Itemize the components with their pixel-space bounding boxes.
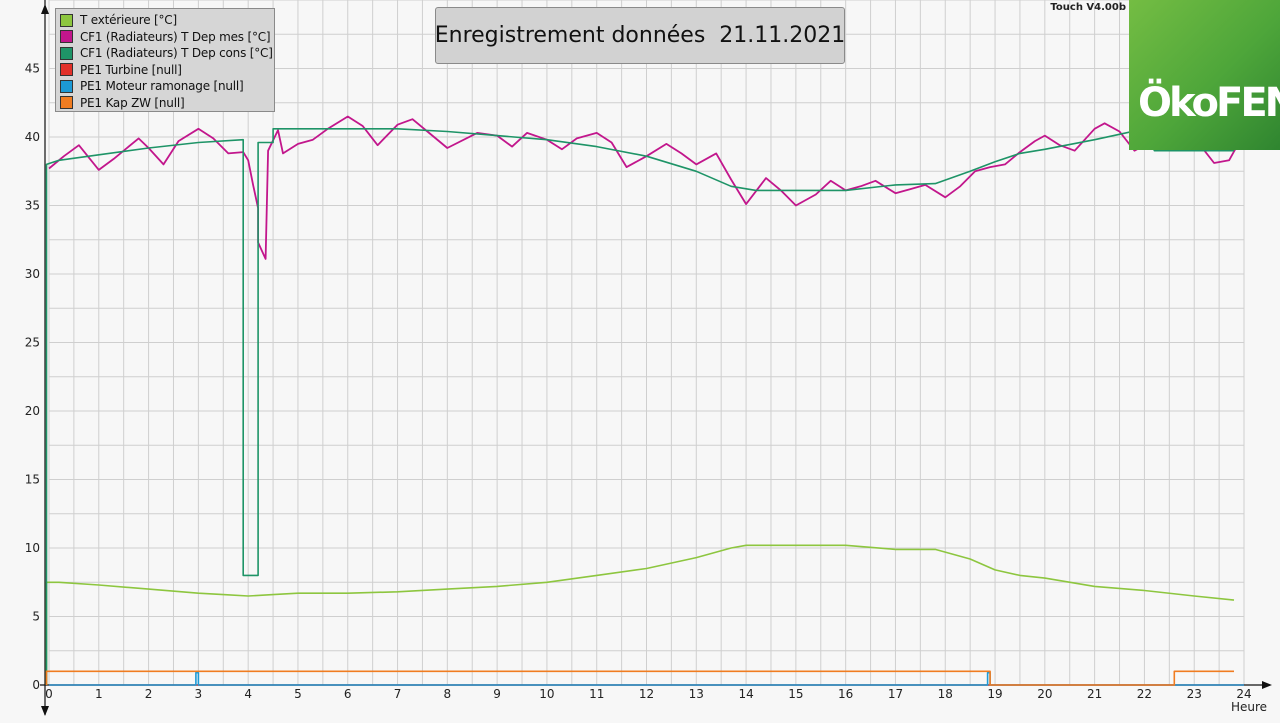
- series-line: [45, 544, 1235, 685]
- legend-item[interactable]: CF1 (Radiateurs) T Dep mes [°C]: [60, 29, 274, 46]
- y-tick-label: 5: [32, 610, 40, 624]
- x-tick-label: 1: [95, 687, 103, 701]
- x-tick-label: 3: [195, 687, 203, 701]
- x-tick-label: 20: [1037, 687, 1052, 701]
- version-label: Touch V4.00b: [1050, 2, 1126, 13]
- legend-swatch-icon: [60, 63, 73, 77]
- y-tick-label: 10: [25, 541, 40, 555]
- x-tick-label: 12: [639, 687, 654, 701]
- legend-item[interactable]: CF1 (Radiateurs) T Dep cons [°C]: [60, 45, 274, 62]
- x-axis-label: Heure: [1231, 700, 1267, 714]
- x-tick-label: 11: [589, 687, 604, 701]
- legend-label: CF1 (Radiateurs) T Dep mes [°C]: [80, 29, 271, 44]
- x-tick-label: 10: [539, 687, 554, 701]
- y-axis-arrow-down-icon: [41, 706, 49, 716]
- x-tick-label: 14: [738, 687, 753, 701]
- x-tick-label: 24: [1236, 687, 1251, 701]
- legend-label: PE1 Moteur ramonage [null]: [80, 79, 244, 94]
- x-tick-label: 21: [1087, 687, 1102, 701]
- y-tick-label: 25: [25, 336, 40, 350]
- x-tick-label: 6: [344, 687, 352, 701]
- y-tick-label: 45: [25, 62, 40, 76]
- legend-swatch-icon: [60, 46, 73, 60]
- y-axis-arrow-up-icon: [41, 4, 49, 14]
- legend-item[interactable]: T extérieure [°C]: [60, 12, 274, 29]
- logo-background: [1129, 0, 1280, 150]
- series-line: [45, 670, 1234, 686]
- x-tick-label: 9: [493, 687, 501, 701]
- x-tick-label: 13: [689, 687, 704, 701]
- x-tick-label: 0: [45, 687, 53, 701]
- series-line: [45, 128, 1234, 685]
- x-tick-label: 7: [394, 687, 402, 701]
- y-tick-label: 35: [25, 199, 40, 213]
- legend-item[interactable]: PE1 Moteur ramonage [null]: [60, 78, 274, 95]
- x-tick-label: 2: [145, 687, 153, 701]
- x-tick-label: 4: [244, 687, 252, 701]
- y-tick-label: 20: [25, 404, 40, 418]
- legend-item[interactable]: PE1 Turbine [null]: [60, 62, 274, 79]
- x-tick-label: 22: [1137, 687, 1152, 701]
- x-axis-arrow-right-icon: [1262, 681, 1272, 689]
- series-line: [48, 115, 1240, 260]
- okofen-logo: ÖkoFEN: [1129, 0, 1280, 150]
- legend-swatch-icon: [60, 79, 73, 93]
- legend-item[interactable]: PE1 Kap ZW [null]: [60, 95, 274, 112]
- x-tick-label: 19: [987, 687, 1002, 701]
- legend: T extérieure [°C] CF1 (Radiateurs) T Dep…: [55, 8, 275, 112]
- title-box: Enregistrement données 21.11.2021: [435, 7, 845, 64]
- logo-text: ÖkoFEN: [1138, 80, 1280, 126]
- legend-label: CF1 (Radiateurs) T Dep cons [°C]: [80, 46, 273, 61]
- x-tick-label: 5: [294, 687, 302, 701]
- legend-label: PE1 Kap ZW [null]: [80, 95, 185, 110]
- x-tick-label: 8: [444, 687, 452, 701]
- legend-swatch-icon: [60, 13, 73, 27]
- legend-label: T extérieure [°C]: [80, 13, 177, 28]
- chart-title: Enregistrement données 21.11.2021: [434, 23, 846, 48]
- y-tick-label: 30: [25, 267, 40, 281]
- x-tick-label: 18: [938, 687, 953, 701]
- legend-swatch-icon: [60, 96, 73, 110]
- x-tick-label: 17: [888, 687, 903, 701]
- legend-swatch-icon: [60, 30, 73, 44]
- x-tick-label: 15: [788, 687, 803, 701]
- y-tick-label: 40: [25, 130, 40, 144]
- y-tick-label: 15: [25, 473, 40, 487]
- x-tick-label: 23: [1187, 687, 1202, 701]
- x-tick-label: 16: [838, 687, 853, 701]
- legend-label: PE1 Turbine [null]: [80, 62, 182, 77]
- y-tick-label: 0: [32, 678, 40, 692]
